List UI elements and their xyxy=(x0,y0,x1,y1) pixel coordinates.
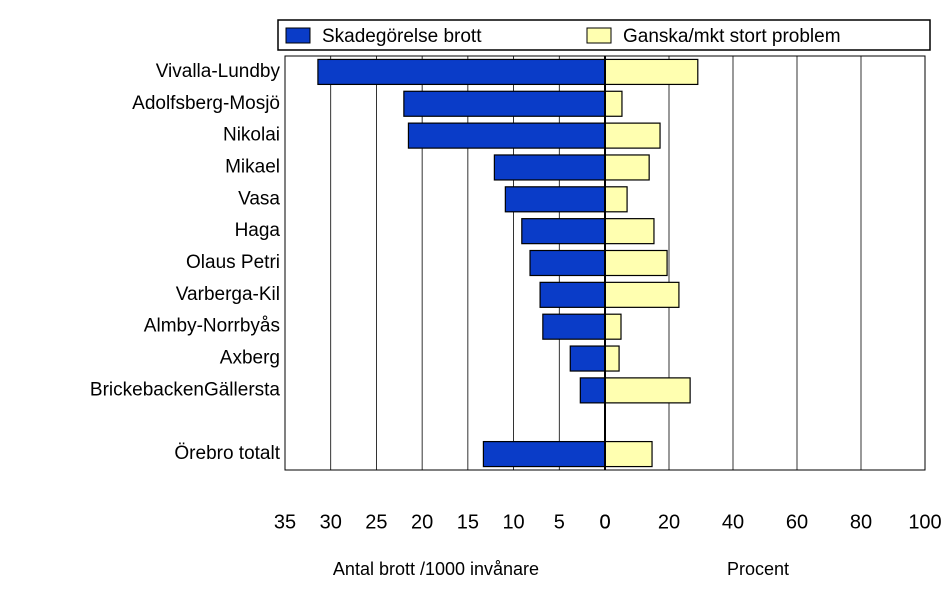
bar xyxy=(604,345,620,372)
bar xyxy=(504,186,606,213)
bar xyxy=(604,377,691,404)
bar xyxy=(317,58,606,86)
x2-tick-label: 20 xyxy=(658,511,680,533)
bar xyxy=(482,440,606,468)
x-axis-title: Antal brott /1000 invånare xyxy=(333,559,539,579)
y-tick-label: Vasa xyxy=(238,188,280,209)
bar xyxy=(521,218,606,245)
y-tick-label: Olaus Petri xyxy=(186,252,280,273)
bar xyxy=(604,249,668,277)
x2-tick-label: 60 xyxy=(786,511,808,533)
bar xyxy=(604,154,650,181)
bar xyxy=(569,345,606,372)
y-tick-label: BrickebackenGällersta xyxy=(90,379,281,400)
bar xyxy=(493,154,606,181)
y-tick-label: Nikolai xyxy=(223,125,280,146)
bar xyxy=(604,58,699,86)
bar xyxy=(604,218,655,245)
y-tick-label: Mikael xyxy=(225,156,280,177)
x-tick-label: 30 xyxy=(320,511,342,533)
bar xyxy=(604,440,653,468)
x-tick-label: 5 xyxy=(554,511,565,533)
bar xyxy=(529,249,606,277)
x2-tick-label: 40 xyxy=(722,511,744,533)
y-tick-label: Varberga-Kil xyxy=(176,284,280,305)
y-tick-label: Vivalla-Lundby xyxy=(156,61,281,82)
bar xyxy=(579,377,606,404)
bar xyxy=(604,313,622,340)
legend-label: Skadegörelse brott xyxy=(322,26,482,47)
bar xyxy=(604,90,623,117)
y-tick-label: Haga xyxy=(235,220,281,241)
bar xyxy=(604,122,661,149)
y-tick-label: Axberg xyxy=(220,348,280,369)
bar xyxy=(407,122,606,149)
x-tick-label: 20 xyxy=(411,511,433,533)
x2-tick-label: 80 xyxy=(850,511,872,533)
legend-swatch xyxy=(586,27,612,44)
y-tick-label: Adolfsberg-Mosjö xyxy=(132,93,280,114)
bar xyxy=(604,186,628,213)
bar xyxy=(539,281,606,308)
x2-tick-label: 0 xyxy=(599,511,610,533)
bar xyxy=(604,281,680,308)
x-tick-label: 15 xyxy=(457,511,479,533)
y-tick-label: Örebro totalt xyxy=(174,443,280,464)
x-tick-label: 0 xyxy=(599,511,610,533)
x2-axis-title: Procent xyxy=(727,559,789,579)
x-tick-label: 10 xyxy=(502,511,524,533)
y-tick-label: Almby-Norrbyås xyxy=(144,316,280,337)
legend-label: Ganska/mkt stort problem xyxy=(623,26,841,47)
x2-tick-label: 100 xyxy=(908,511,941,533)
x-tick-label: 25 xyxy=(365,511,387,533)
bar xyxy=(403,90,606,117)
x-tick-label: 35 xyxy=(274,511,296,533)
bar xyxy=(542,313,606,340)
legend-swatch xyxy=(285,27,311,44)
